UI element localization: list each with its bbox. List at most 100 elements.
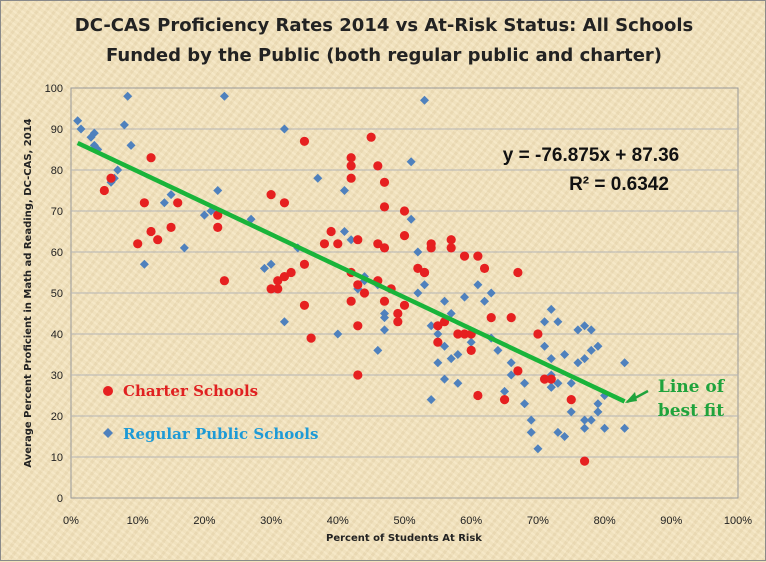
public-school-point xyxy=(279,317,289,327)
public-school-point xyxy=(533,444,543,454)
public-school-point xyxy=(520,378,530,388)
gridlines xyxy=(71,128,738,458)
charter-school-point xyxy=(513,366,523,376)
public-school-point xyxy=(219,91,229,101)
public-school-point xyxy=(540,341,550,351)
charter-school-point xyxy=(99,185,109,196)
charter-school-point xyxy=(486,313,496,323)
charter-school-point xyxy=(286,267,296,278)
charter-school-point xyxy=(213,222,223,232)
public-school-point xyxy=(553,427,563,437)
public-school-point xyxy=(580,321,590,331)
x-tick-label: 70% xyxy=(527,515,549,527)
charter-school-point xyxy=(366,132,376,142)
regular-public-schools-series xyxy=(73,91,630,454)
public-school-point xyxy=(379,313,389,323)
public-school-point xyxy=(89,128,99,138)
chart-title-line-1: DC-CAS Proficiency Rates 2014 vs At-Risk… xyxy=(75,15,694,36)
y-tick-label: 40 xyxy=(51,329,63,341)
public-school-point xyxy=(493,345,503,355)
charter-school-point xyxy=(279,198,290,208)
x-tick-label: 10% xyxy=(127,515,149,527)
charter-school-point xyxy=(213,210,223,220)
trendline-r-squared: R² = 0.6342 xyxy=(569,174,669,195)
public-school-point xyxy=(406,214,416,224)
public-school-point xyxy=(440,374,450,384)
charter-school-point xyxy=(533,329,543,339)
y-tick-label: 0 xyxy=(57,493,63,505)
charter-school-point xyxy=(133,239,143,249)
public-school-point xyxy=(593,407,603,417)
public-school-point xyxy=(159,198,169,208)
charter-school-point xyxy=(453,329,463,339)
public-school-point xyxy=(553,317,563,327)
charter-school-point xyxy=(393,308,403,319)
y-tick-label: 90 xyxy=(51,124,63,136)
public-school-point xyxy=(520,399,530,409)
public-school-point xyxy=(413,288,423,298)
y-axis-ticks: 0 10 20 30 40 50 60 70 80 90 100 xyxy=(45,83,63,505)
x-tick-label: 100% xyxy=(724,515,752,527)
charter-school-point xyxy=(306,333,316,343)
public-school-point xyxy=(446,309,456,318)
public-school-point xyxy=(433,329,443,339)
x-tick-label: 90% xyxy=(660,515,682,527)
public-school-point xyxy=(586,325,596,335)
public-school-point xyxy=(553,378,563,388)
charter-school-point xyxy=(373,239,383,249)
public-school-point xyxy=(546,354,556,364)
charter-school-point xyxy=(273,276,283,286)
charter-school-point xyxy=(419,267,430,278)
chart-title-line-2: Funded by the Public (both regular publi… xyxy=(106,45,662,66)
public-school-point xyxy=(433,358,443,368)
y-tick-label: 50 xyxy=(51,288,63,300)
x-tick-label: 50% xyxy=(393,515,415,527)
public-school-point xyxy=(593,399,603,409)
public-school-point xyxy=(580,423,590,433)
charter-school-point xyxy=(173,198,183,208)
charter-school-point xyxy=(333,239,343,249)
charter-school-point xyxy=(479,263,490,273)
charter-school-point xyxy=(446,243,456,253)
public-school-point xyxy=(573,358,583,368)
public-school-point xyxy=(540,317,550,327)
charter-school-point xyxy=(299,300,310,310)
charter-school-point xyxy=(426,239,436,249)
charter-school-point xyxy=(459,251,470,261)
charter-school-point xyxy=(166,222,176,232)
charter-school-point xyxy=(346,296,356,306)
public-school-point xyxy=(526,427,536,437)
charter-schools-series xyxy=(99,132,590,466)
public-school-point xyxy=(379,325,389,335)
trendline xyxy=(76,140,626,404)
charter-school-point xyxy=(346,161,356,171)
charter-school-point xyxy=(466,345,476,355)
best-fit-label-line-2: best fit xyxy=(658,401,724,421)
charter-school-point xyxy=(413,263,423,273)
charter-school-point xyxy=(433,321,443,331)
charter-school-point xyxy=(353,235,363,245)
public-school-point xyxy=(339,186,349,195)
charter-school-point xyxy=(139,198,149,208)
public-school-point xyxy=(453,350,463,359)
y-tick-label: 10 xyxy=(51,452,63,464)
public-school-point xyxy=(506,358,516,368)
charter-school-point xyxy=(146,226,156,237)
public-school-point xyxy=(580,415,590,425)
y-tick-label: 100 xyxy=(45,83,63,95)
public-school-point xyxy=(453,378,463,388)
charter-school-point xyxy=(326,226,336,237)
public-school-point xyxy=(466,337,476,347)
public-school-point xyxy=(586,415,596,425)
charter-school-point xyxy=(399,300,410,310)
x-tick-label: 60% xyxy=(460,515,482,527)
charter-school-point xyxy=(266,284,276,294)
charter-school-point xyxy=(499,395,510,405)
x-tick-label: 0% xyxy=(63,515,79,527)
best-fit-arrowhead xyxy=(625,392,637,403)
public-school-point xyxy=(346,235,356,245)
y-tick-label: 20 xyxy=(51,411,63,423)
public-school-point xyxy=(279,124,289,134)
public-school-point xyxy=(123,91,133,101)
